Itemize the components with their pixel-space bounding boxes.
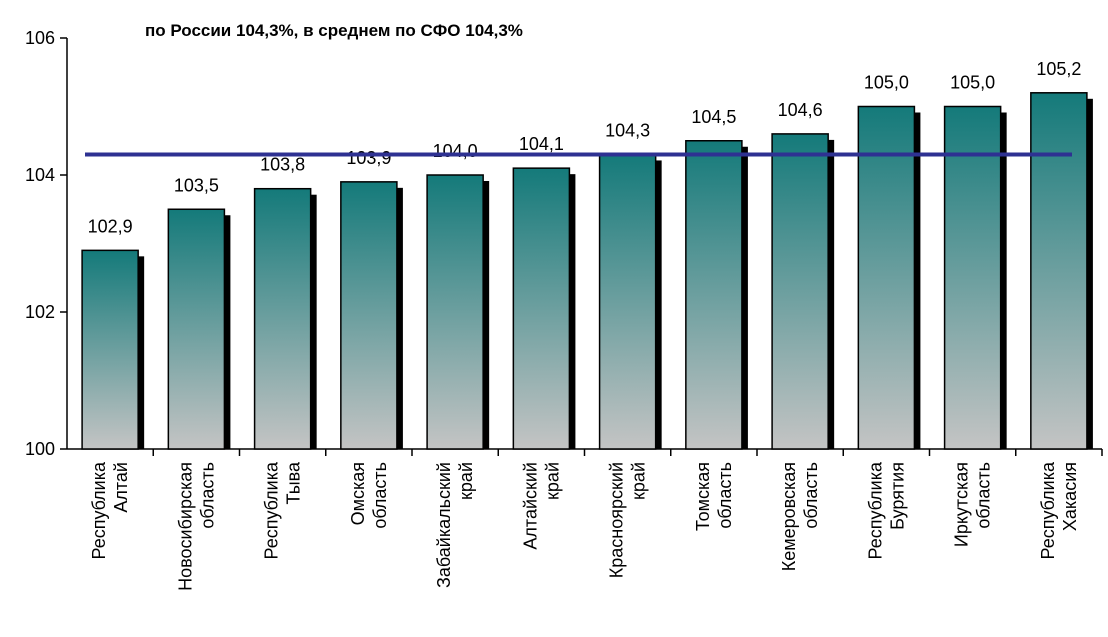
x-tick-label-line: область — [370, 462, 390, 529]
x-tick-label-line: Алтайский — [520, 462, 540, 550]
bar — [81, 249, 139, 450]
value-label: 104,1 — [519, 134, 564, 154]
chart-title: по России 104,3%, в среднем по СФО 104,3… — [145, 21, 523, 40]
x-tick-label-line: Республика — [262, 461, 282, 560]
value-label: 103,5 — [174, 175, 219, 195]
x-tick-label: Кемеровская область — [779, 462, 821, 571]
x-tick-label: Республика Алтай — [89, 461, 131, 560]
x-tick-label-line: Республика — [89, 461, 109, 560]
bar — [685, 140, 743, 450]
x-tick-label: Забайкальский край — [434, 462, 476, 588]
bar — [598, 153, 657, 450]
x-tick-label-line: Красноярский — [607, 462, 627, 578]
x-tick-label-line: край — [456, 462, 476, 500]
bar — [426, 174, 484, 450]
value-label: 104,0 — [433, 141, 478, 161]
bar — [771, 133, 829, 450]
bar — [943, 105, 1002, 450]
bar — [512, 167, 571, 450]
bar — [1030, 92, 1088, 450]
value-label: 104,6 — [778, 100, 823, 120]
value-label: 103,8 — [260, 155, 305, 175]
y-tick-label: 102 — [25, 302, 55, 322]
x-tick-label-line: область — [974, 462, 994, 529]
bar — [857, 105, 916, 450]
value-label: 105,2 — [1036, 59, 1081, 79]
y-tick-label: 106 — [25, 28, 55, 48]
x-tick-label: Иркутская область — [952, 462, 994, 547]
x-tick-label: Новосибирская область — [175, 462, 217, 591]
bar — [340, 181, 398, 450]
x-tick-label-line: Хакасия — [1060, 462, 1080, 531]
x-tick-label-line: Забайкальский — [434, 462, 454, 588]
x-tick-label-line: область — [801, 462, 821, 529]
bar — [167, 208, 226, 450]
value-label: 105,0 — [950, 73, 995, 93]
value-label: 104,5 — [691, 107, 736, 127]
x-tick-label-line: область — [197, 462, 217, 529]
x-tick-label: Республика Бурятия — [865, 461, 907, 560]
x-tick-label-line: Бурятия — [887, 462, 907, 530]
value-label: 105,0 — [864, 73, 909, 93]
x-tick-label: Республика Тыва — [262, 461, 304, 560]
x-tick-label-line: Республика — [1038, 461, 1058, 560]
x-tick-label-line: область — [715, 462, 735, 529]
x-tick-label-line: Кемеровская — [779, 462, 799, 571]
x-tick-label-line: Республика — [865, 461, 885, 560]
x-tick-label-line: край — [629, 462, 649, 500]
value-label: 103,9 — [346, 148, 391, 168]
x-tick-label-line: Новосибирская — [175, 462, 195, 591]
x-tick-label-line: Алтай — [111, 462, 131, 513]
y-tick-label: 104 — [25, 165, 55, 185]
value-label: 104,3 — [605, 120, 650, 140]
bar — [253, 187, 312, 450]
y-tick-label: 100 — [25, 439, 55, 459]
x-tick-label: Томская область — [693, 462, 735, 531]
x-tick-label-line: край — [542, 462, 562, 500]
x-tick-label: Красноярский край — [607, 462, 649, 578]
x-tick-label-line: Иркутская — [952, 462, 972, 547]
x-tick-label-line: Тыва — [284, 461, 304, 505]
x-tick-label: Республика Хакасия — [1038, 461, 1080, 560]
x-tick-label-line: Омская — [348, 462, 368, 525]
x-tick-label-line: Томская — [693, 462, 713, 531]
x-tick-label: Алтайский край — [520, 462, 562, 550]
value-label: 102,9 — [88, 216, 133, 236]
x-tick-label: Омская область — [348, 462, 390, 529]
